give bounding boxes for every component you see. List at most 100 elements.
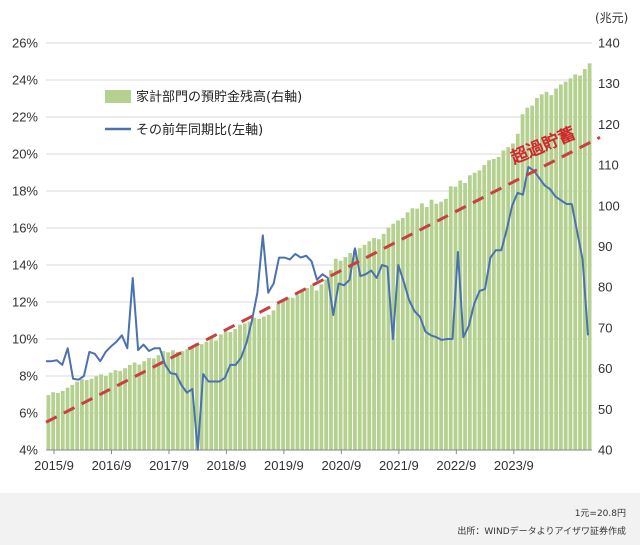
bar [381,233,386,450]
bar [511,143,515,450]
footer: 1元=20.8円 出所：WINDデータよりアイザワ証券作成 [0,493,640,545]
right-tick-label: 120 [598,117,620,132]
bar [194,343,199,450]
bar [444,198,448,450]
bar [429,199,434,450]
left-tick-label: 20% [12,147,38,162]
bar [185,349,190,450]
x-tick-label: 2023/9 [494,458,534,473]
bar [247,321,252,450]
bar [123,368,127,450]
bar [70,384,75,450]
left-tick-label: 24% [12,73,38,88]
right-tick-label: 40 [598,443,612,458]
bar [204,341,209,450]
bar [362,244,367,450]
bar [338,260,343,450]
bar [544,91,549,450]
left-tick-label: 22% [12,110,38,125]
bar [578,75,582,450]
x-tick-label: 2018/9 [207,458,247,473]
bar [329,270,333,450]
left-tick-label: 8% [19,369,38,384]
bar [309,284,314,450]
bar [214,340,218,450]
bar [415,208,420,450]
bar [487,160,491,450]
bar [190,346,194,450]
bar [266,314,271,450]
bar [549,95,554,450]
bar [453,186,458,451]
left-tick-label: 6% [19,406,38,421]
bar [424,207,429,450]
bar [228,331,233,450]
bar [420,203,424,450]
left-tick-label: 4% [19,443,38,458]
bar [218,334,223,450]
bar [520,114,525,450]
bar [175,351,180,450]
bar [65,387,70,450]
bar [113,370,118,450]
bar [209,338,214,450]
bar [582,69,587,451]
bar [285,297,290,451]
trend-line-path [45,136,601,424]
bar [142,361,147,450]
bar [353,249,357,450]
right-tick-label: 90 [598,239,612,254]
line-path [46,165,589,451]
x-tick-label: 2016/9 [92,458,132,473]
bar [319,284,324,450]
bar-series-deposits [46,63,592,451]
bar [568,78,573,450]
right-tick-label: 100 [598,198,620,213]
bar [137,364,142,450]
bar [448,186,453,450]
bar [94,376,99,450]
bar [357,248,362,450]
bar [554,88,558,450]
bar [458,180,463,450]
right-tick-label: 130 [598,76,620,91]
legend-label-line: その前年同期比(左軸) [136,122,263,138]
bar [472,172,477,450]
bar [314,290,319,450]
x-tick-label: 2022/9 [436,458,476,473]
right-tick-label: 50 [598,402,612,417]
right-tick-label: 70 [598,320,612,335]
bar [223,331,228,450]
right-axis-ticks: 40 50 60 70 80 90 100 110 120 130 140 [598,36,620,458]
bar [405,212,410,450]
bar [300,290,305,450]
bar [99,374,103,450]
bar [180,351,185,450]
bar [439,201,444,450]
bar [161,351,166,450]
x-tick-label: 2020/9 [321,458,361,473]
legend: 家計部門の預貯金残高(右軸) その前年同期比(左軸) [105,89,302,138]
legend-swatch-bar [105,90,131,103]
bar [290,297,295,450]
x-tick-label: 2015/9 [34,458,74,473]
bar [376,239,381,450]
bar [463,183,467,450]
bar [89,378,94,450]
bar [525,107,530,451]
right-tick-label: 140 [598,36,620,51]
bar [233,329,238,450]
bar [257,318,262,450]
x-tick-label: 2021/9 [379,458,419,473]
bar [156,355,161,450]
left-tick-label: 12% [12,295,38,310]
bar [400,218,405,450]
bar [535,97,539,450]
bar [56,393,60,450]
bar [151,358,156,450]
bar [147,358,151,450]
bar [305,288,309,450]
bar [132,362,137,450]
bar [252,317,257,450]
bar [295,294,300,450]
